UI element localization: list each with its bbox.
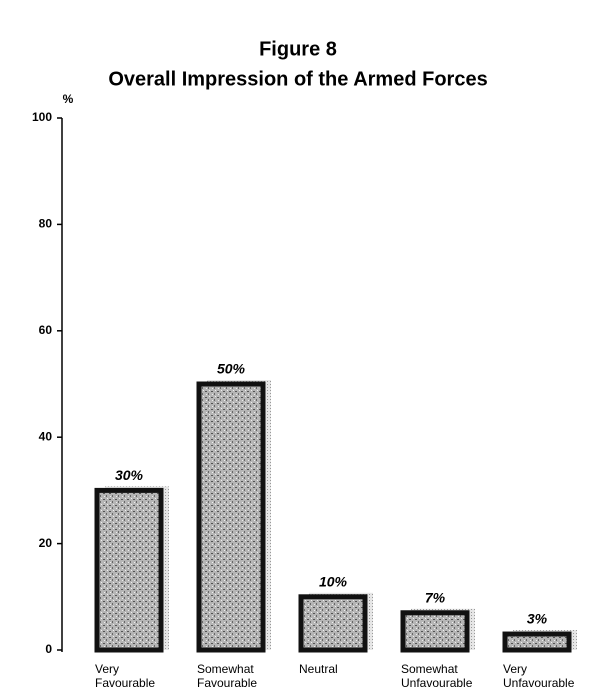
value-label: 50% [217, 361, 246, 377]
chart-subtitle: Overall Impression of the Armed Forces [108, 68, 487, 90]
bar [298, 594, 368, 653]
x-tick-label: Very Favourable [95, 662, 156, 690]
y-tick-label: 80 [39, 217, 53, 231]
y-tick-label: 40 [39, 429, 53, 443]
y-tick-label: 60 [39, 323, 53, 337]
y-tick-label: 20 [39, 536, 53, 550]
bar [94, 487, 164, 653]
chart-title: Figure 8 [259, 38, 337, 60]
x-tick-label: Somewhat Favourable [197, 662, 258, 690]
value-label: 7% [425, 589, 446, 605]
value-label: 3% [527, 611, 548, 627]
bar [196, 381, 266, 653]
value-label: 30% [115, 467, 144, 483]
y-axis-label: % [63, 92, 74, 106]
value-label: 10% [319, 574, 348, 590]
x-tick-label: Very Unfavourable [503, 662, 575, 690]
y-tick-label: 0 [45, 642, 52, 656]
x-tick-label: Somewhat Unfavourable [401, 662, 473, 690]
bar [502, 631, 572, 653]
bar [400, 610, 470, 653]
x-tick-label: Neutral [299, 662, 338, 676]
y-tick-label: 100 [32, 110, 52, 124]
